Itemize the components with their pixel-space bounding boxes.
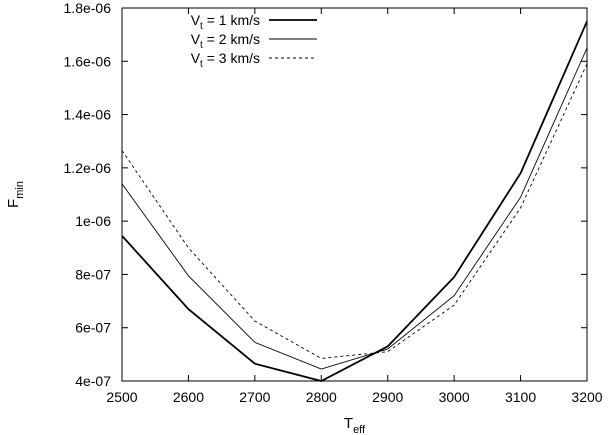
- y-axis-label-main: F: [5, 199, 22, 208]
- series-line-2: [121, 47, 588, 370]
- legend-label-rest: = 3 km/s: [203, 50, 260, 66]
- legend: Vt = 1 km/sVt = 2 km/sVt = 3 km/s: [191, 12, 317, 70]
- legend-label-main: V: [191, 31, 201, 47]
- x-tick-label: 3000: [439, 389, 470, 405]
- legend-label-2: Vt = 2 km/s: [191, 31, 260, 51]
- plot-frame: [121, 7, 588, 382]
- y-axis-label: Fmin: [5, 181, 26, 208]
- y-tick-label: 1.4e-06: [64, 107, 112, 123]
- legend-label-3: Vt = 3 km/s: [191, 50, 260, 70]
- x-axis-label-sub: eff: [353, 424, 366, 435]
- legend-label-main: V: [191, 50, 201, 66]
- legend-label-1: Vt = 1 km/s: [191, 12, 260, 32]
- series-layer: [121, 20, 588, 382]
- legend-label-sub: t: [200, 21, 203, 32]
- x-axis-label-main: T: [344, 415, 353, 432]
- y-tick-label: 1.6e-06: [64, 53, 112, 69]
- series-line-3: [121, 63, 588, 359]
- legend-label-main: V: [191, 12, 201, 28]
- y-tick-label: 8e-07: [75, 266, 111, 282]
- x-tick-label: 3100: [505, 389, 536, 405]
- y-tick-label: 1.8e-06: [64, 0, 112, 16]
- legend-label-rest: = 1 km/s: [203, 12, 260, 28]
- x-axis-label: Teff: [344, 415, 366, 435]
- y-axis-label-sub: min: [14, 181, 26, 199]
- x-tick-label: 2900: [372, 389, 403, 405]
- y-tick-label: 1.2e-06: [64, 160, 112, 176]
- x-tick-label: 2600: [173, 389, 204, 405]
- x-tick-label: 2500: [106, 389, 137, 405]
- x-tick-label: 2800: [306, 389, 337, 405]
- ticks-layer: 2500 2600 2700 2800 2900 3000 3100 3200 4e-07 6e-…: [64, 0, 603, 405]
- legend-label-sub: t: [200, 59, 203, 70]
- y-tick-label: 6e-07: [75, 320, 111, 336]
- x-tick-label: 3200: [571, 389, 602, 405]
- legend-label-rest: = 2 km/s: [203, 31, 260, 47]
- legend-label-sub: t: [200, 40, 203, 51]
- y-tick-label: 1e-06: [75, 213, 111, 229]
- x-tick-label: 2700: [239, 389, 270, 405]
- series-line-1: [121, 20, 588, 382]
- y-tick-label: 4e-07: [75, 373, 111, 389]
